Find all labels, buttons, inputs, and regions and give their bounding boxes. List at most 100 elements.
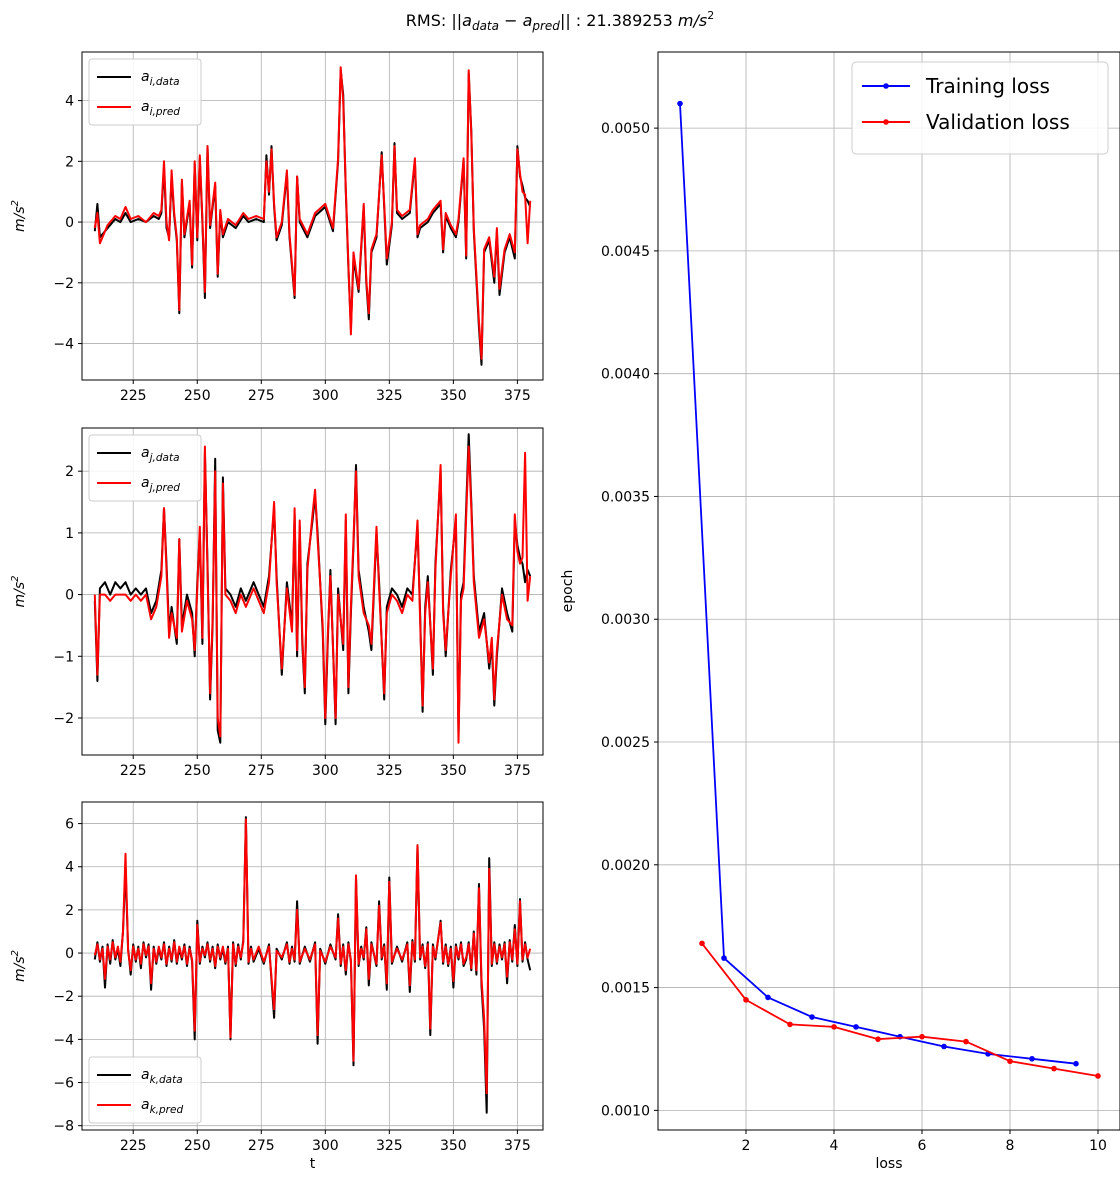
- legend-entry: aj,data: [141, 445, 180, 464]
- x-tick-label: 275: [248, 388, 275, 404]
- data-point: [875, 1036, 881, 1042]
- x-tick-label: 375: [504, 763, 531, 779]
- y-tick-label: 2: [65, 154, 74, 170]
- y-tick-label: 0.0045: [601, 244, 650, 260]
- data-point: [1029, 1055, 1035, 1062]
- legend: aj,data aj,pred: [88, 434, 202, 502]
- y-tick-label: 6: [65, 817, 74, 833]
- data-point: [1051, 1065, 1057, 1072]
- series-line: [93, 66, 532, 360]
- x-tick-label: 225: [120, 388, 147, 404]
- x-tick-label: 325: [376, 1138, 403, 1154]
- y-axis-label: m/s2: [10, 950, 28, 982]
- x-tick-label: 300: [312, 1138, 339, 1154]
- legend: ai,data ai,pred: [88, 58, 202, 126]
- legend-marker: [883, 119, 889, 125]
- series-line: [701, 942, 1099, 1077]
- figure-title: RMS: ||adata − apred|| : 21.389253 m/s2: [406, 9, 714, 33]
- data-point: [1095, 1073, 1101, 1079]
- axes-frame: [81, 427, 544, 756]
- data-point: [787, 1021, 793, 1028]
- x-axis-label: t: [310, 1156, 316, 1172]
- grid: [658, 52, 1120, 1130]
- y-tick-label: 0.0035: [601, 489, 650, 505]
- data-point: [699, 940, 705, 947]
- data-point: [677, 100, 683, 107]
- y-tick-label: 0: [65, 215, 74, 231]
- x-tick-label: 2: [742, 1138, 751, 1154]
- x-tick-label: 275: [248, 763, 275, 779]
- legend-entry: ak,pred: [141, 1097, 183, 1116]
- axes-frame: [81, 801, 544, 1131]
- y-tick-label: −4: [53, 1032, 74, 1048]
- x-tick-label: 250: [184, 388, 211, 404]
- y-tick-label: 2: [65, 903, 74, 919]
- legend-entry: Validation loss: [926, 110, 1070, 134]
- y-tick-label: 0: [65, 588, 74, 604]
- legend-box: [851, 61, 1109, 155]
- data-point: [765, 994, 771, 1001]
- x-tick-label: 300: [312, 763, 339, 779]
- y-tick-label: −2: [53, 711, 74, 727]
- x-tick-label: 4: [830, 1138, 839, 1154]
- y-tick-label: 1: [65, 526, 74, 542]
- y-axis-label: epoch: [560, 570, 576, 613]
- series-line: [93, 818, 532, 1095]
- legend-box: [88, 58, 202, 126]
- data-point: [919, 1033, 925, 1040]
- x-tick-label: 375: [504, 388, 531, 404]
- legend-marker: [883, 83, 889, 89]
- data-point: [1073, 1060, 1079, 1067]
- data-point: [721, 955, 727, 961]
- x-tick-label: 250: [184, 1138, 211, 1154]
- legend-box: [88, 1056, 202, 1124]
- y-tick-label: 2: [65, 464, 74, 480]
- y-tick-label: −2: [53, 276, 74, 292]
- y-tick-label: 0.0030: [601, 612, 650, 628]
- legend-entry: ai,data: [141, 69, 180, 88]
- x-tick-label: 225: [120, 1138, 147, 1154]
- axes-frame: [81, 51, 544, 381]
- y-tick-label: 0.0050: [601, 121, 650, 137]
- y-tick-label: 4: [65, 94, 74, 110]
- legend: ak,data ak,pred: [88, 1056, 202, 1124]
- y-tick-label: 0.0020: [601, 858, 650, 874]
- x-tick-label: 375: [504, 1138, 531, 1154]
- x-tick-label: 325: [376, 763, 403, 779]
- subplot-accel-j: 225 250 275 300 325 350 375 −2 −1 0 1 2 m/s2 aj,dataa…: [10, 427, 544, 779]
- y-tick-label: 4: [65, 860, 74, 876]
- y-tick-label: 0.0010: [601, 1103, 650, 1119]
- y-tick-label: 0.0040: [601, 367, 650, 383]
- data-point: [809, 1014, 815, 1020]
- legend-entry: ak,data: [141, 1067, 183, 1086]
- data-point: [743, 997, 749, 1003]
- data-point: [1007, 1058, 1013, 1065]
- y-axis-label: m/s2: [10, 200, 28, 232]
- y-axis-label: m/s2: [10, 575, 28, 607]
- subplot-accel-k: 225 250 275 300 325 350 375 −8 −6 −4 −2 0 2 4 6 m/s2 t ak…: [10, 801, 544, 1172]
- x-tick-label: 225: [120, 763, 147, 779]
- y-tick-label: −4: [53, 337, 74, 353]
- legend-entry: Training loss: [925, 74, 1050, 98]
- x-tick-label: 275: [248, 1138, 275, 1154]
- y-tick-label: −1: [53, 649, 74, 665]
- x-tick-label: 300: [312, 388, 339, 404]
- x-tick-label: 350: [440, 1138, 467, 1154]
- x-tick-label: 350: [440, 388, 467, 404]
- x-axis-label: loss: [875, 1156, 902, 1172]
- legend-box: [88, 434, 202, 502]
- x-tick-label: 250: [184, 763, 211, 779]
- x-tick-label: 325: [376, 388, 403, 404]
- data-point: [941, 1043, 947, 1050]
- y-tick-label: −6: [53, 1076, 74, 1092]
- y-tick-label: 0.0015: [601, 981, 650, 997]
- x-tick-label: 350: [440, 763, 467, 779]
- axes-frame: [657, 51, 1120, 1131]
- data-point: [853, 1024, 859, 1030]
- subplot-loss-curve: 2 4 6 8 10 0.0010 0.0015 0.0020 0.0025 0.0030 0.00…: [560, 51, 1120, 1172]
- series-line: [679, 103, 1077, 1065]
- legend-entry: ai,pred: [141, 99, 180, 118]
- y-tick-label: −2: [53, 989, 74, 1005]
- series-line: [93, 445, 532, 744]
